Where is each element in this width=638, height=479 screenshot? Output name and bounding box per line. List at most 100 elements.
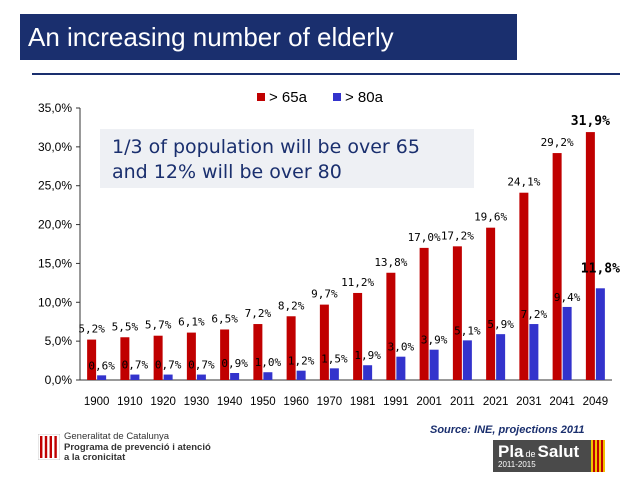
- slide-title: An increasing number of elderly: [28, 22, 394, 52]
- label-over-80: 1,9%: [354, 349, 381, 362]
- bar-over-80: [196, 374, 206, 380]
- x-tick-label: 2041: [549, 396, 575, 408]
- label-over-80: 5,1%: [454, 324, 481, 337]
- title-bar: An increasing number of elderly: [20, 14, 517, 60]
- legend-swatch-over-80: [333, 93, 341, 101]
- x-tick-label: 1970: [317, 396, 343, 408]
- label-over-65: 5,2%: [78, 323, 105, 336]
- label-over-80: 1,0%: [255, 356, 282, 369]
- label-over-80: 9,4%: [554, 291, 581, 304]
- label-over-80: 7,2%: [521, 308, 548, 321]
- y-tick-label: 30,0%: [38, 140, 72, 154]
- bar-over-65: [552, 153, 562, 380]
- bar-over-65: [419, 247, 429, 380]
- bar-over-65: [452, 246, 462, 380]
- label-over-65: 8,2%: [278, 299, 305, 312]
- generalitat-logo-icon: [38, 434, 60, 460]
- bar-over-65: [386, 272, 396, 380]
- label-over-65: 17,0%: [408, 231, 441, 244]
- bar-over-65: [153, 335, 163, 380]
- x-tick-label: 2001: [416, 396, 442, 408]
- y-tick-label: 15,0%: [38, 256, 72, 270]
- label-over-65: 6,5%: [211, 312, 238, 325]
- callout-line-1: 1/3 of population will be over 65: [112, 136, 420, 158]
- pla-years: 2011-2015: [498, 460, 536, 469]
- x-tick-label: 2031: [516, 396, 542, 408]
- y-tick-label: 0,0%: [45, 373, 73, 387]
- label-over-80: 0,9%: [221, 357, 248, 370]
- label-over-65: 31,9%: [571, 114, 610, 129]
- label-over-80: 0,6%: [88, 359, 115, 372]
- bar-over-80: [263, 372, 273, 380]
- bar-over-80: [296, 370, 306, 380]
- x-tick-label: 2021: [483, 396, 509, 408]
- label-over-80: 1,2%: [288, 355, 315, 368]
- bar-over-65: [319, 304, 329, 380]
- bar-over-80: [163, 374, 173, 380]
- bar-over-65: [286, 316, 296, 380]
- label-over-65: 7,2%: [245, 307, 272, 320]
- y-tick-label: 20,0%: [38, 218, 72, 232]
- bar-over-80: [595, 288, 605, 380]
- label-over-80: 0,7%: [188, 359, 215, 372]
- bar-over-65: [486, 227, 496, 380]
- x-tick-label: 2049: [583, 396, 609, 408]
- bar-over-65: [253, 324, 263, 380]
- label-over-80: 0,7%: [155, 359, 182, 372]
- bar-over-80: [562, 306, 572, 380]
- programme-name-line2: a la cronicitat: [64, 452, 126, 463]
- title-divider: [32, 73, 620, 75]
- bar-over-65: [186, 332, 196, 380]
- label-over-65: 24,1%: [507, 176, 540, 189]
- x-tick-label: 1960: [283, 396, 309, 408]
- bar-over-80: [462, 340, 472, 380]
- bar-over-65: [585, 132, 595, 380]
- y-tick-label: 10,0%: [38, 295, 72, 309]
- programme-name-line1: Programa de prevenció i atenció: [64, 441, 211, 453]
- label-over-65: 19,6%: [474, 211, 507, 224]
- bar-over-65: [120, 337, 130, 380]
- label-over-80: 3,9%: [421, 334, 448, 347]
- callout-line-2: and 12% will be over 80: [112, 161, 342, 183]
- label-over-65: 5,7%: [145, 319, 172, 332]
- bar-over-80: [496, 334, 506, 380]
- label-over-65: 5,5%: [112, 320, 139, 333]
- label-over-80: 3,0%: [388, 341, 415, 354]
- legend-label-over-80: > 80a: [345, 89, 384, 106]
- bar-over-80: [130, 374, 140, 380]
- x-tick-label: 1920: [150, 396, 176, 408]
- pla-de-salut-logo: Pla de Salut 2011-2015: [493, 440, 605, 472]
- label-over-65: 11,2%: [341, 276, 374, 289]
- label-over-65: 17,2%: [441, 229, 474, 242]
- flag-stripes-icon: [591, 440, 605, 472]
- bar-over-80: [230, 373, 240, 380]
- bar-over-80: [329, 368, 339, 380]
- label-over-65: 13,8%: [374, 256, 407, 269]
- y-tick-label: 5,0%: [45, 334, 73, 348]
- bar-over-80: [97, 375, 107, 380]
- bar-over-80: [429, 349, 439, 380]
- bar-over-80: [363, 365, 373, 380]
- de-word: de: [525, 449, 536, 459]
- label-over-80: 1,5%: [321, 352, 348, 365]
- x-tick-label: 1991: [383, 396, 409, 408]
- legend-swatch-over-65: [257, 93, 265, 101]
- bar-over-65: [87, 339, 97, 380]
- x-tick-label: 1930: [184, 396, 210, 408]
- bar-over-65: [353, 292, 363, 380]
- generalitat-name: Generalitat de Catalunya: [64, 431, 170, 442]
- x-tick-label: 1900: [84, 396, 110, 408]
- bar-over-80: [529, 324, 539, 380]
- y-tick-label: 35,0%: [38, 101, 72, 115]
- bar-over-80: [396, 356, 406, 380]
- label-over-65: 6,1%: [178, 316, 205, 329]
- x-tick-label: 1981: [350, 396, 376, 408]
- salut-word: Salut: [537, 442, 580, 461]
- bar-over-65: [519, 192, 529, 380]
- label-over-65: 9,7%: [311, 288, 338, 301]
- generalitat-text: Generalitat de Catalunya Programa de pre…: [64, 431, 211, 464]
- x-tick-label: 2011: [450, 396, 475, 408]
- pla-word: Pla: [498, 442, 524, 461]
- y-tick-label: 25,0%: [38, 179, 72, 193]
